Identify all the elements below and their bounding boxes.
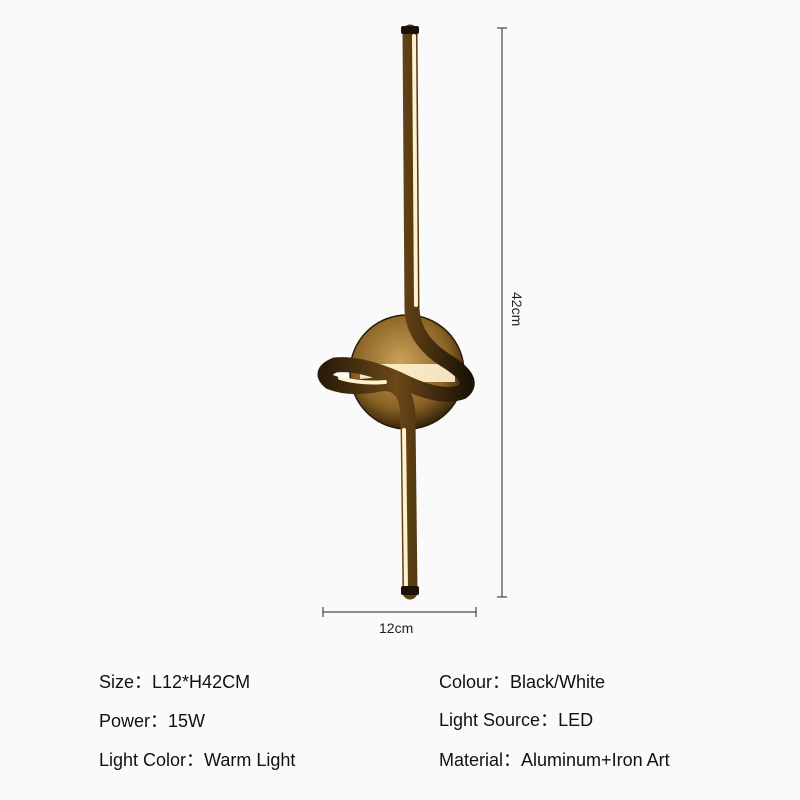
spec-label: Power：	[99, 711, 169, 731]
lamp-light-strip	[338, 34, 418, 590]
spec-colour: Colour：Black/White	[439, 668, 605, 694]
lamp-upper-arm	[317, 24, 475, 600]
rod-cap-top	[401, 26, 419, 34]
spec-value: LED	[558, 710, 594, 730]
spec-label: Material：	[439, 750, 522, 770]
spec-light-color: Light Color：Warm Light	[99, 746, 295, 772]
spec-light-source: Light Source：LED	[439, 706, 593, 732]
spec-value: Warm Light	[204, 750, 296, 770]
spec-value: Black/White	[510, 672, 606, 692]
spec-value: 15W	[168, 711, 206, 731]
spec-label: Light Color：	[99, 750, 205, 770]
width-label: 12cm	[379, 620, 414, 636]
rod-cap-bottom	[401, 586, 419, 595]
spec-value: Aluminum+Iron Art	[521, 750, 670, 770]
height-dimension-line	[497, 27, 507, 598]
spec-label: Light Source：	[439, 710, 559, 730]
spec-value: L12*H42CM	[152, 672, 251, 692]
spec-label: Size：	[99, 672, 153, 692]
width-dimension-line	[322, 607, 477, 617]
spec-label: Colour：	[439, 672, 511, 692]
spec-power: Power：15W	[99, 707, 205, 733]
spec-material: Material：Aluminum+Iron Art	[439, 746, 670, 772]
spec-size: Size：L12*H42CM	[99, 668, 250, 694]
height-label: 42cm	[509, 292, 525, 327]
